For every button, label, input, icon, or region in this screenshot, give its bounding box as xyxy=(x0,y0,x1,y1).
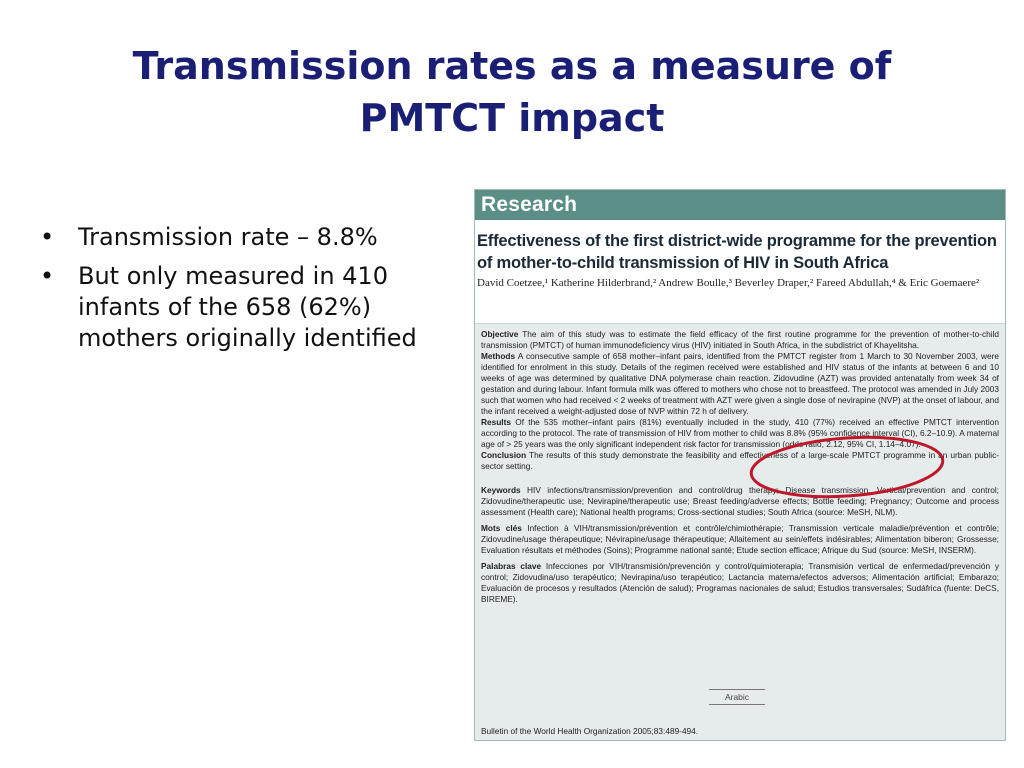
objective-text: The aim of this study was to estimate th… xyxy=(481,329,1000,350)
palabras-label: Palabras clave xyxy=(481,561,542,571)
abstract-results: Results Of the 535 mother–infant pairs (… xyxy=(481,417,999,450)
research-banner: Research xyxy=(475,190,1005,220)
bullet-text: Transmission rate – 8.8% xyxy=(78,223,378,251)
keywords-text: HIV infections/transmission/prevention a… xyxy=(481,485,999,517)
citation: Bulletin of the World Health Organizatio… xyxy=(481,726,699,736)
article-authors: David Coetzee,¹ Katherine Hilderbrand,² … xyxy=(477,277,980,289)
bullet-glyph: • xyxy=(40,262,55,290)
article-title: Effectiveness of the first district-wide… xyxy=(477,232,997,272)
bullet-list: • Transmission rate – 8.8% • But only me… xyxy=(40,222,440,362)
palabras-text: Infecciones por VIH/transmisión/prevenci… xyxy=(481,561,999,604)
bullet-item: • But only measured in 410 infants of th… xyxy=(40,261,440,354)
abstract-motscles: Mots clés Infection à VIH/transmission/p… xyxy=(481,523,999,556)
article-image: Research Effectiveness of the first dist… xyxy=(474,189,1006,741)
abstract-methods: Methods A consecutive sample of 658 moth… xyxy=(481,351,999,417)
results-text: Of the 535 mother–infant pairs (81%) eve… xyxy=(481,417,999,449)
abstract-palabras: Palabras clave Infecciones por VIH/trans… xyxy=(481,561,999,605)
motscles-label: Mots clés xyxy=(481,523,522,533)
bullet-glyph: • xyxy=(40,223,55,251)
objective-label: Objective xyxy=(481,329,519,339)
abstract-box: Objective The aim of this study was to e… xyxy=(475,323,1005,740)
methods-label: Methods xyxy=(481,351,516,361)
abstract-conclusion: Conclusion The results of this study dem… xyxy=(481,450,999,472)
conclusion-text: The results of this study demonstrate th… xyxy=(481,450,1000,471)
motscles-text: Infection à VIH/transmission/prévention … xyxy=(481,523,999,555)
results-label: Results xyxy=(481,417,511,427)
abstract-objective: Objective The aim of this study was to e… xyxy=(481,329,999,351)
slide-title: Transmission rates as a measure of PMTCT… xyxy=(132,44,892,140)
abstract-text: Objective The aim of this study was to e… xyxy=(475,324,1005,605)
arabic-link: Arabic xyxy=(709,689,765,705)
conclusion-label: Conclusion xyxy=(481,450,527,460)
bullet-text: But only measured in 410 infants of the … xyxy=(78,262,417,352)
methods-text: A consecutive sample of 658 mother–infan… xyxy=(481,351,999,416)
bullet-item: • Transmission rate – 8.8% xyxy=(40,222,440,253)
keywords-label: Keywords xyxy=(481,485,521,495)
abstract-keywords: Keywords HIV infections/transmission/pre… xyxy=(481,485,999,518)
